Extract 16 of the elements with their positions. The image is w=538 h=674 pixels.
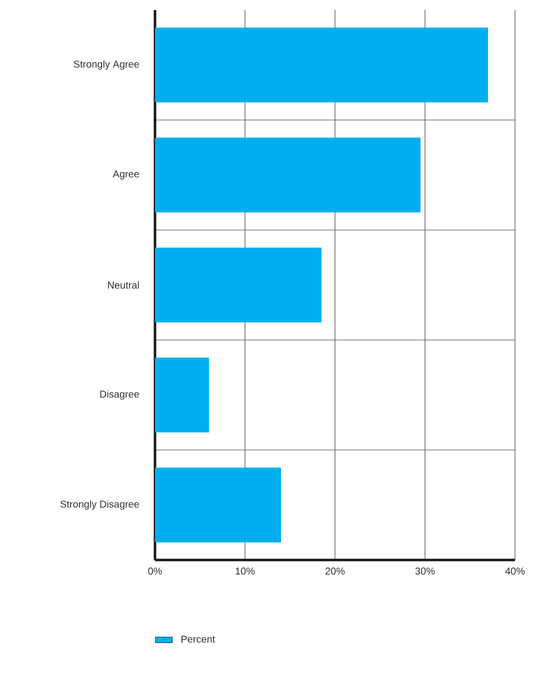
y-tick-label: Strongly Agree [74,60,140,70]
y-tick-label: Disagree [100,390,140,400]
bar [155,248,322,322]
y-tick-label: Strongly Disagree [60,500,139,510]
bar [155,358,209,432]
x-tick-label: 0% [148,568,162,575]
x-tick-label: 20% [325,568,345,575]
legend-label: Percent [181,636,216,643]
bar [155,28,488,102]
y-tick-label: Neutral [108,281,139,289]
x-tick-label: 40% [505,568,525,575]
x-tick-label: 30% [415,568,435,575]
bar [155,468,282,542]
y-tick-label: Agree [112,170,140,180]
bar [155,138,421,212]
x-tick-label: 10% [236,568,255,575]
